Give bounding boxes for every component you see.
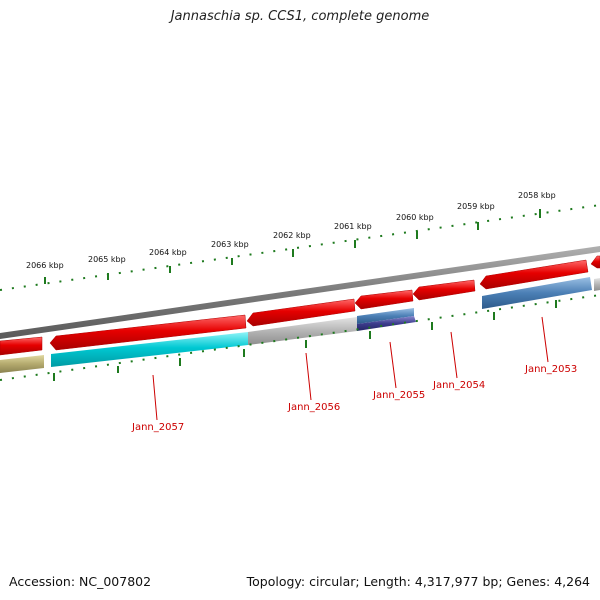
- inner-ruler: [0, 294, 600, 381]
- gene-label: Jann_2057: [131, 422, 184, 433]
- gene-label: Jann_2054: [432, 380, 485, 391]
- gene-label: Jann_2056: [287, 402, 340, 413]
- gene-block-cyan: [51, 332, 248, 367]
- gene-arrow: [479, 259, 589, 290]
- gene-label: Jann_2055: [372, 390, 425, 401]
- gene-block-olive: [0, 355, 44, 373]
- kbp-label: 2063 kbp: [211, 240, 249, 249]
- kbp-label: 2062 kbp: [273, 231, 311, 240]
- kbp-label: 2060 kbp: [396, 213, 434, 222]
- callout-line: [450, 331, 458, 379]
- backbone-line: [0, 246, 600, 339]
- accession-label: Accession: NC_007802: [9, 574, 152, 589]
- callout-line: [305, 352, 312, 401]
- gene-arrow: [412, 279, 476, 301]
- kbp-label: 2061 kbp: [334, 222, 372, 231]
- gene-callouts: Jann_2057 Jann_2056 Jann_2055 Jann_2054 …: [131, 316, 577, 433]
- outer-gene-row: [0, 255, 600, 356]
- outer-ruler: [0, 204, 600, 291]
- gene-block-navy: [357, 316, 416, 331]
- gene-arrow: [354, 289, 414, 310]
- kbp-label: 2065 kbp: [88, 255, 126, 264]
- inner-gene-row: [0, 277, 600, 373]
- kbp-label: 2059 kbp: [457, 202, 495, 211]
- kbp-label: 2064 kbp: [149, 248, 187, 257]
- gene-arrow: [246, 298, 356, 327]
- callout-line: [541, 316, 549, 363]
- gene-block-grey: [594, 278, 600, 291]
- topology-label: Topology: circular; Length: 4,317,977 bp…: [246, 574, 590, 589]
- gene-block-steel: [357, 308, 414, 324]
- gene-block-grey: [248, 317, 357, 345]
- gene-block-steel: [482, 277, 592, 309]
- gene-arrow: [590, 255, 600, 269]
- genome-title: Jannaschia sp. CCS1, complete genome: [170, 9, 430, 24]
- callout-line: [152, 374, 158, 421]
- gene-label: Jann_2053: [524, 364, 577, 375]
- gene-arrow: [0, 336, 43, 356]
- kbp-label: 2066 kbp: [26, 261, 64, 270]
- kbp-labels: 2066 kbp 2065 kbp 2064 kbp 2063 kbp 2062…: [26, 191, 556, 270]
- kbp-label: 2058 kbp: [518, 191, 556, 200]
- callout-line: [389, 341, 397, 389]
- gene-arrow: [49, 314, 247, 351]
